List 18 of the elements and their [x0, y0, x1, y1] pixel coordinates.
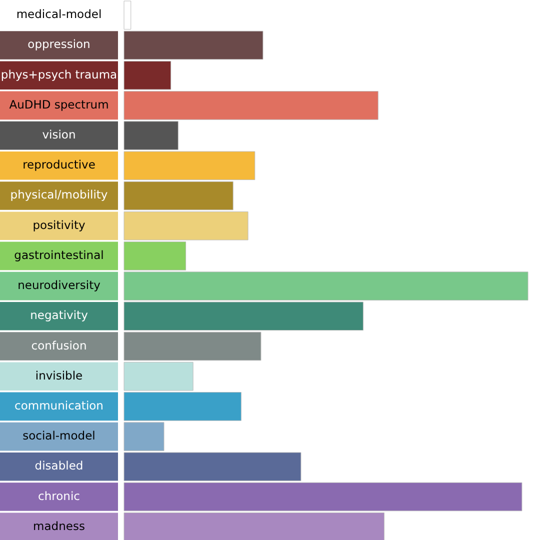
y-tick-label: phys+psych trauma [0, 67, 118, 82]
y-tick-label: neurodiversity [18, 278, 101, 292]
y-tick-label: madness [33, 518, 85, 533]
y-tick-label: gastrointestinal [14, 248, 104, 262]
y-tick-label: confusion [31, 338, 87, 352]
y-tick-label: chronic [38, 488, 80, 503]
y-tick-label: communication [14, 398, 104, 412]
y-tick-label: vision [42, 128, 76, 142]
y-tick-label: invisible [35, 368, 83, 382]
y-tick-label: positivity [32, 218, 86, 232]
y-tick-label: disabled [34, 458, 84, 473]
y-tick-label: physical/mobility [10, 188, 108, 202]
y-tick-label: AuDHD spectrum [9, 97, 109, 112]
y-tick-label: oppression [28, 37, 90, 52]
y-tick-label: social-model [22, 428, 96, 443]
y-tick-label: negativity [30, 308, 88, 322]
y-tick-label: reproductive [22, 158, 96, 172]
y-tick-label: medical-model [16, 7, 102, 22]
